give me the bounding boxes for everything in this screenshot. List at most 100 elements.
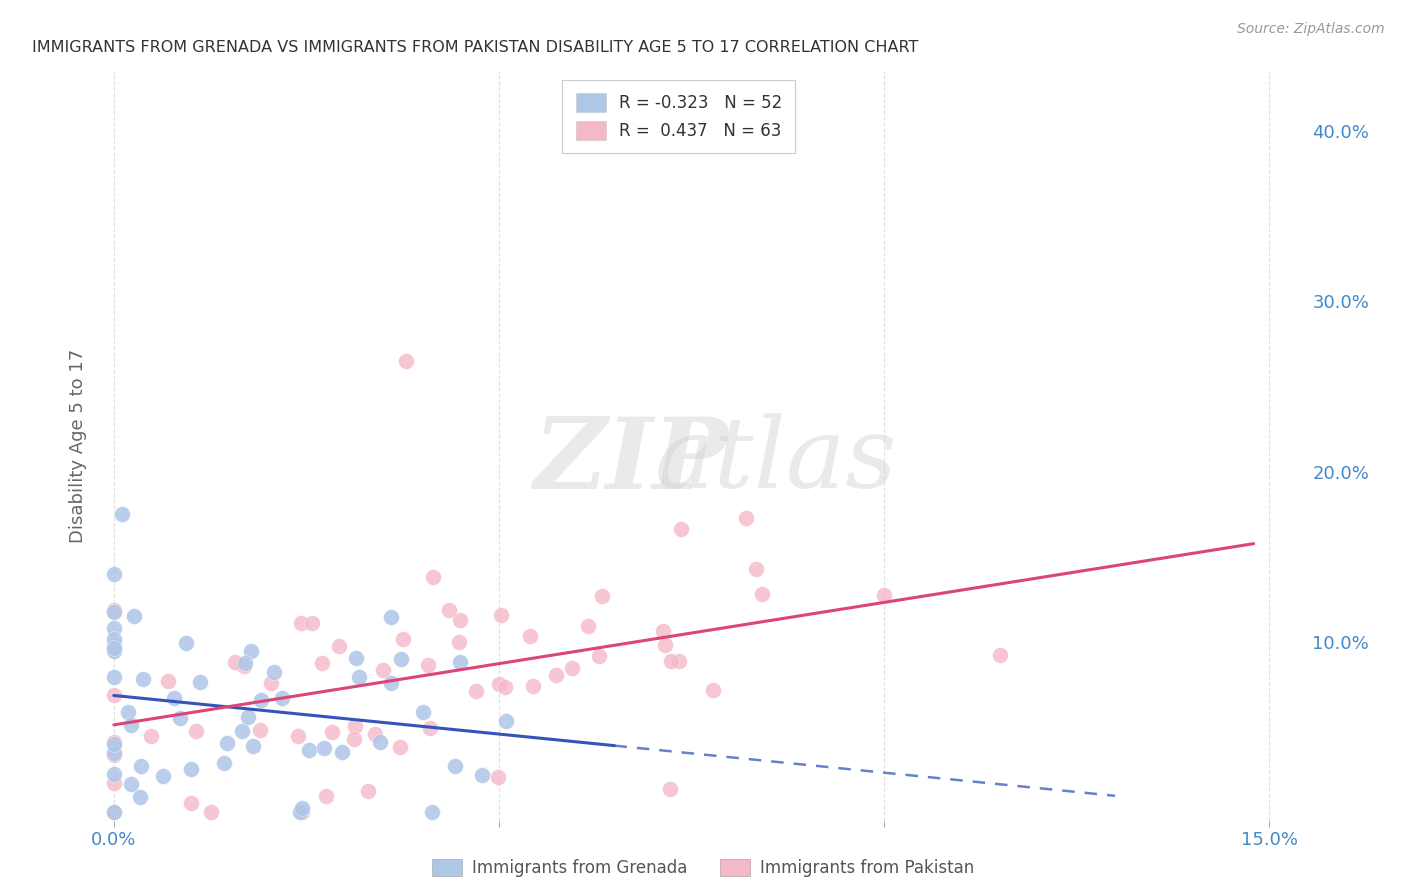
Point bbox=[224, 655, 246, 669]
Point bbox=[103, 603, 125, 617]
Point bbox=[419, 721, 441, 735]
Point bbox=[494, 680, 516, 694]
Point bbox=[301, 615, 323, 630]
Point bbox=[236, 709, 259, 723]
Point bbox=[651, 624, 673, 638]
Legend: R = -0.323   N = 52, R =  0.437   N = 63: R = -0.323 N = 52, R = 0.437 N = 63 bbox=[562, 79, 796, 153]
Point bbox=[544, 668, 567, 682]
Point bbox=[157, 674, 180, 689]
Point bbox=[103, 640, 125, 655]
Point bbox=[103, 688, 125, 702]
Point bbox=[988, 648, 1011, 663]
Point bbox=[103, 746, 125, 760]
Point bbox=[103, 776, 125, 790]
Point bbox=[659, 654, 682, 668]
Point bbox=[200, 805, 222, 819]
Y-axis label: Disability Age 5 to 17: Disability Age 5 to 17 bbox=[69, 349, 87, 543]
Point bbox=[668, 654, 690, 668]
Point bbox=[395, 354, 418, 368]
Point bbox=[588, 649, 610, 664]
Point bbox=[103, 637, 125, 651]
Point bbox=[291, 800, 314, 814]
Point bbox=[437, 603, 460, 617]
Point bbox=[745, 562, 768, 576]
Point bbox=[215, 736, 238, 750]
Point bbox=[103, 632, 125, 647]
Point bbox=[464, 684, 486, 698]
Point bbox=[188, 675, 211, 690]
Point bbox=[592, 589, 614, 603]
Point bbox=[103, 566, 125, 581]
Point bbox=[103, 748, 125, 763]
Point bbox=[315, 789, 337, 803]
Point bbox=[103, 606, 125, 620]
Point bbox=[117, 705, 139, 719]
Point bbox=[561, 660, 583, 674]
Point bbox=[364, 727, 387, 741]
Point bbox=[260, 675, 283, 690]
Point bbox=[250, 692, 273, 706]
Point bbox=[488, 676, 510, 690]
Point bbox=[495, 714, 517, 728]
Point bbox=[120, 777, 142, 791]
Point bbox=[311, 656, 333, 670]
Point bbox=[368, 735, 391, 749]
Point bbox=[103, 621, 125, 635]
Point bbox=[291, 805, 314, 819]
Point bbox=[249, 723, 271, 737]
Point bbox=[103, 640, 125, 655]
Legend: Immigrants from Grenada, Immigrants from Pakistan: Immigrants from Grenada, Immigrants from… bbox=[425, 852, 981, 884]
Point bbox=[120, 718, 142, 732]
Point bbox=[449, 655, 471, 669]
Point bbox=[180, 796, 202, 810]
Point bbox=[110, 507, 132, 521]
Point bbox=[449, 635, 471, 649]
Point bbox=[233, 659, 256, 673]
Point bbox=[873, 588, 896, 602]
Point bbox=[132, 672, 155, 686]
Point bbox=[519, 629, 541, 643]
Point bbox=[152, 768, 174, 782]
Point bbox=[734, 511, 756, 525]
Point bbox=[186, 723, 208, 738]
Point bbox=[239, 643, 262, 657]
Point bbox=[392, 632, 415, 646]
Point bbox=[233, 657, 256, 671]
Point bbox=[654, 638, 676, 652]
Point bbox=[287, 729, 309, 743]
Point bbox=[321, 725, 343, 739]
Point bbox=[288, 805, 311, 819]
Point bbox=[103, 735, 125, 749]
Point bbox=[129, 790, 152, 805]
Point bbox=[486, 770, 509, 784]
Point bbox=[298, 742, 321, 756]
Point bbox=[489, 608, 512, 623]
Point bbox=[129, 759, 152, 773]
Point bbox=[270, 690, 292, 705]
Point bbox=[702, 682, 724, 697]
Point bbox=[578, 619, 600, 633]
Point bbox=[443, 758, 465, 772]
Text: atlas: atlas bbox=[654, 413, 897, 508]
Point bbox=[412, 705, 434, 719]
Point bbox=[163, 690, 186, 705]
Point bbox=[343, 731, 366, 746]
Point bbox=[103, 805, 125, 819]
Point bbox=[422, 570, 444, 584]
Point bbox=[658, 782, 681, 797]
Point bbox=[103, 670, 125, 684]
Point bbox=[103, 805, 125, 819]
Point bbox=[416, 658, 439, 673]
Point bbox=[330, 745, 353, 759]
Point bbox=[122, 609, 145, 624]
Point bbox=[263, 665, 285, 679]
Point bbox=[139, 729, 162, 743]
Point bbox=[103, 767, 125, 781]
Point bbox=[380, 610, 402, 624]
Point bbox=[242, 739, 264, 754]
Point bbox=[471, 768, 494, 782]
Point bbox=[450, 613, 472, 627]
Point bbox=[103, 738, 125, 752]
Text: ZIP: ZIP bbox=[533, 413, 728, 509]
Point bbox=[344, 651, 367, 665]
